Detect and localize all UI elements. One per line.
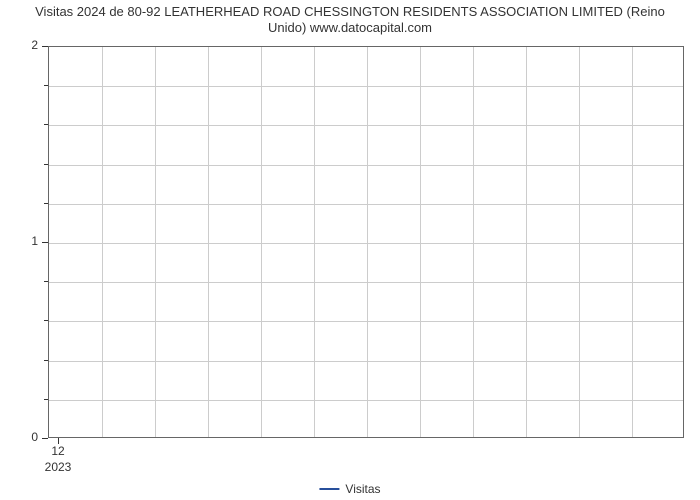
gridline-v xyxy=(261,47,262,437)
legend-series-label: Visitas xyxy=(345,482,380,496)
gridline-h-minor xyxy=(49,86,683,87)
gridline-h-minor xyxy=(49,282,683,283)
ytick-major xyxy=(42,438,48,439)
ytick-minor xyxy=(44,164,48,165)
gridline-v xyxy=(102,47,103,437)
gridline-h-minor xyxy=(49,321,683,322)
ytick-minor xyxy=(44,124,48,125)
ytick-minor xyxy=(44,360,48,361)
ytick-label: 0 xyxy=(0,430,38,444)
gridline-v xyxy=(155,47,156,437)
xtick-sublabel: 2023 xyxy=(45,460,72,474)
ytick-label: 1 xyxy=(0,234,38,248)
gridline-h-minor xyxy=(49,361,683,362)
chart-title: Visitas 2024 de 80-92 LEATHERHEAD ROAD C… xyxy=(0,4,700,37)
ytick-major xyxy=(42,46,48,47)
gridline-h-minor xyxy=(49,125,683,126)
ytick-minor xyxy=(44,203,48,204)
gridline-v xyxy=(208,47,209,437)
xtick-label: 12 xyxy=(51,444,64,458)
gridline-v xyxy=(420,47,421,437)
gridline-h xyxy=(49,243,683,244)
plot-area xyxy=(48,46,684,438)
gridline-v xyxy=(526,47,527,437)
ytick-label: 2 xyxy=(0,38,38,52)
gridline-v xyxy=(632,47,633,437)
gridline-v xyxy=(473,47,474,437)
ytick-minor xyxy=(44,85,48,86)
ytick-minor xyxy=(44,281,48,282)
gridline-h-minor xyxy=(49,204,683,205)
gridline-h-minor xyxy=(49,165,683,166)
gridline-v xyxy=(579,47,580,437)
gridline-v xyxy=(314,47,315,437)
legend-series-line xyxy=(319,488,339,490)
gridline-v xyxy=(367,47,368,437)
chart-legend: Visitas xyxy=(319,482,380,496)
visits-chart: Visitas 2024 de 80-92 LEATHERHEAD ROAD C… xyxy=(0,0,700,500)
ytick-minor xyxy=(44,320,48,321)
gridline-h-minor xyxy=(49,400,683,401)
ytick-minor xyxy=(44,399,48,400)
ytick-major xyxy=(42,242,48,243)
